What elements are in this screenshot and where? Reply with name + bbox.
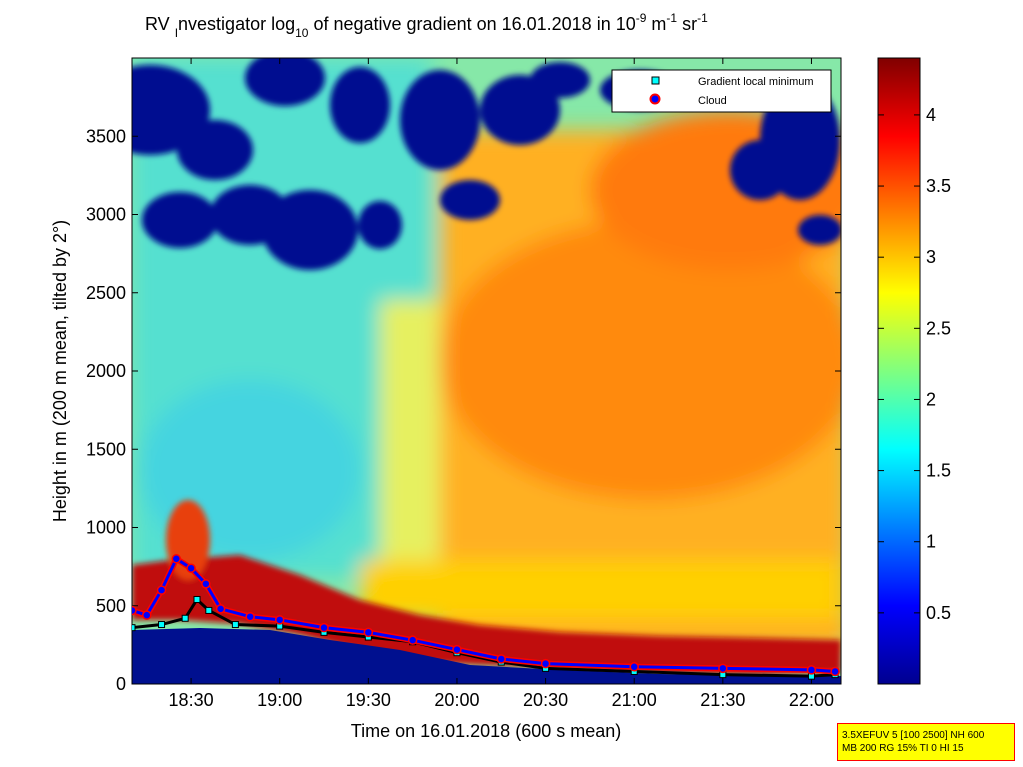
y-tick-label: 0: [116, 674, 126, 694]
gradient-min-point: [158, 621, 166, 629]
heatmap: [132, 58, 841, 675]
y-tick-label: 3500: [86, 126, 126, 146]
gradient-min-point: [231, 621, 239, 629]
cloud-point: [171, 554, 182, 564]
colorbar-tick-label: 3.5: [926, 176, 951, 196]
cloud-point: [407, 635, 418, 645]
legend-box: [611, 69, 832, 113]
cloud-point: [142, 610, 152, 620]
no-signal-patch: [440, 180, 500, 220]
cloud-point: [186, 563, 196, 573]
x-tick-label: 22:00: [789, 690, 834, 710]
no-signal-patch: [142, 192, 218, 248]
svg-text:RV Investigator log10 of negat: RV Investigator log10 of negative gradie…: [145, 11, 708, 40]
boundary-layer: [132, 555, 841, 675]
y-tick-label: 1500: [86, 439, 126, 459]
colorbar-tick-label: 1: [926, 532, 936, 552]
x-tick-label: 19:00: [257, 690, 302, 710]
colorbar-tick-label: 1.5: [926, 461, 951, 481]
cloud-point: [319, 622, 329, 633]
gradient-min-point: [132, 624, 136, 632]
gradient-min-point: [181, 614, 189, 622]
plot-area: [132, 58, 841, 684]
series-layer: [132, 554, 840, 680]
legend-item-cloud: Cloud: [698, 95, 727, 107]
gradient-min-point: [205, 606, 213, 614]
x-tick-label: 18:30: [169, 690, 214, 710]
cloud-point: [215, 604, 226, 614]
no-signal-patch: [730, 140, 790, 200]
cloud-point: [806, 665, 817, 675]
no-signal-patch: [245, 58, 325, 106]
cloud-point: [156, 585, 167, 595]
cloud-point: [830, 666, 840, 677]
heatmap-overlay: [132, 628, 841, 684]
no-signal-patch: [798, 215, 841, 245]
cloud-point: [132, 605, 137, 616]
x-axis-label: Time on 16.01.2018 (600 s mean): [351, 721, 622, 741]
cloud-point: [496, 654, 507, 664]
y-tick-label: 2000: [86, 361, 126, 381]
y-tick-label: 500: [96, 596, 126, 616]
colorbar-tick-label: 0.5: [926, 603, 951, 623]
cloud-point: [629, 662, 639, 672]
no-signal-patch: [330, 67, 390, 143]
info-line-2: MB 200 RG 15% TI 0 HI 15: [842, 743, 964, 754]
cloud-point: [540, 658, 551, 669]
colorbar-tick-label: 4: [926, 105, 936, 125]
field-lower-band: [360, 560, 840, 620]
cloud-point: [452, 644, 462, 655]
title: RV Investigator log10 of negative gradie…: [145, 11, 708, 40]
colorbar-tick-label: 3: [926, 247, 936, 267]
x-tick-label: 19:30: [346, 690, 391, 710]
legend-item-gradient-min: Gradient local minimum: [698, 76, 814, 88]
info-box: 3.5XEFUV 5 [100 2500] NH 600 MB 200 RG 1…: [837, 723, 1015, 761]
colorbar-tick-label: 2.5: [926, 318, 951, 338]
cloud-point: [245, 611, 255, 622]
cloud-point: [274, 615, 285, 625]
legend-marker-cloud: [649, 93, 661, 105]
y-axis: 0 500 1000 1500 2000 2500 3000 3500: [86, 126, 841, 694]
x-tick-label: 21:30: [700, 690, 745, 710]
colorbar-gradient: [877, 57, 921, 685]
cloud-point: [718, 663, 728, 674]
no-signal-patch: [210, 185, 290, 245]
legend-marker-gradient-min: [651, 76, 660, 85]
info-line-1: 3.5XEFUV 5 [100 2500] NH 600: [842, 730, 985, 741]
x-tick-label: 20:30: [523, 690, 568, 710]
heatmap-field: [132, 58, 841, 650]
no-signal-patch: [177, 120, 253, 180]
y-tick-label: 3000: [86, 205, 126, 225]
cloud-point: [363, 627, 374, 638]
y-tick-label: 1000: [86, 518, 126, 538]
no-signal-patch: [530, 62, 590, 98]
ground-layer: [132, 628, 841, 684]
field-east-core: [440, 220, 841, 500]
x-tick-label: 20:00: [434, 690, 479, 710]
x-tick-label: 21:00: [612, 690, 657, 710]
colorbar: 0.5 1 1.5 2 2.5 3 3.5 4: [877, 57, 951, 685]
colorbar-ticks: 0.5 1 1.5 2 2.5 3 3.5 4: [878, 105, 951, 623]
x-axis: 18:30 19:00 19:30 20:00 20:30 21:00 21:30 22:00: [169, 58, 834, 710]
y-axis-label: Height in m (200 m mean, tilted by 2°): [50, 220, 70, 522]
colorbar-tick-label: 2: [926, 389, 936, 409]
no-signal-patch: [358, 201, 402, 249]
legend: Gradient local minimum Cloud: [611, 69, 832, 113]
gradient-min-point: [193, 595, 201, 603]
no-signal-patch: [400, 70, 480, 170]
y-tick-label: 2500: [86, 283, 126, 303]
cloud-point: [201, 579, 211, 589]
